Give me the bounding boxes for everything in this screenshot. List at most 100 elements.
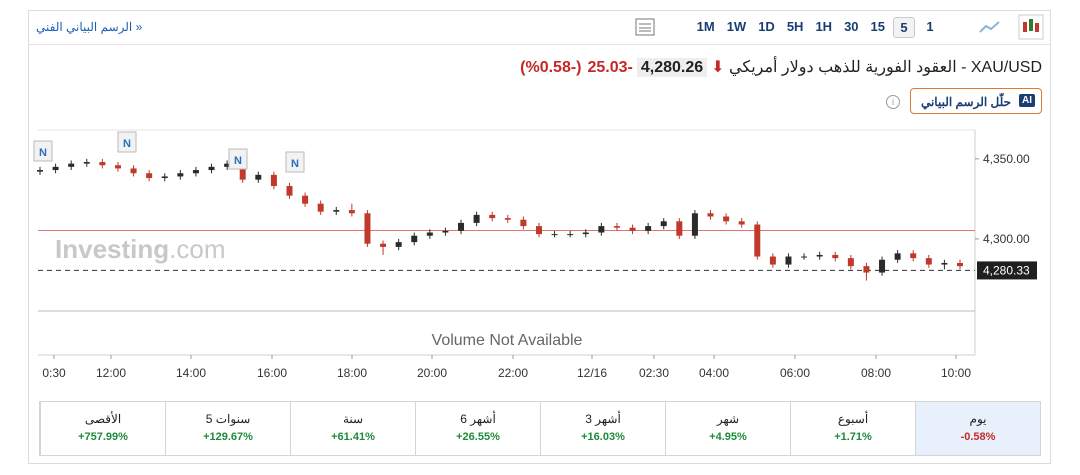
instrument-name: XAU/USD - العقود الفورية للذهب دولار أمر… [729,59,1042,76]
candle-body [68,163,75,167]
period-change: +757.99% [78,431,128,443]
watermark-suffix: .com [169,234,225,264]
candle-body [208,166,215,171]
period: يوم [969,412,987,426]
period: 6 أشهر [460,412,496,426]
candle-body [473,214,480,223]
performance-cell[interactable]: 3 أشهر +16.03% [540,402,665,455]
chart: Investing.com Volume Not Available 4,350.0… [33,129,1037,380]
technical-link[interactable]: الرسم البياني الفني » [36,20,143,34]
news-marker[interactable] [285,151,305,173]
ai-button[interactable]: AI حلّل الرسم البياني [910,88,1042,114]
timeframe-button[interactable]: 5H [786,19,804,34]
candle-icon[interactable] [1018,14,1044,40]
candle-body [879,259,886,273]
x-tick-label: 18:00 [337,366,367,380]
period-change: +61.41% [331,431,375,443]
news-marker[interactable] [117,131,137,153]
timeframe-button[interactable]: 1D [758,19,775,34]
candle-body [613,226,620,228]
timeframe-button[interactable]: 1H [815,19,833,34]
candle-body [426,232,433,236]
candle-body [847,258,854,267]
last-price-box [977,261,1037,280]
timeframe-button[interactable]: 1M [696,19,715,34]
ai-badge: AI [1019,94,1035,107]
period: أسبوع [837,412,869,426]
timeframe-button[interactable]: 1W [726,19,747,34]
performance-cell[interactable]: شهر +4.95% [665,402,790,455]
x-tick-label: 0:30 [42,366,66,380]
candle-body [83,162,90,164]
x-tick-label: 06:00 [780,366,810,380]
candle-body [177,173,184,177]
candle-body [114,165,121,169]
timeframe-button[interactable]: 5 [893,17,915,38]
candle-body [37,170,43,172]
candle-body [224,163,231,167]
watermark-brand: Investing [55,234,169,264]
performance-cell[interactable]: أسبوع +1.71% [790,402,915,455]
x-tick-label: 02:30 [639,366,669,380]
x-tick-label: 20:00 [417,366,447,380]
period-change: +4.95% [709,431,747,443]
period: 3 أشهر [585,412,621,426]
candle-body [785,256,792,265]
candle-body [925,258,932,265]
candle-body [957,262,963,267]
last-price-label: 4,280.33 [983,263,1030,277]
performance-cell[interactable]: الأقصى +757.99% [40,402,165,455]
candle-body [754,224,761,257]
news-marker[interactable] [33,140,53,162]
candle-body [645,226,652,231]
candle-body [551,234,558,236]
line-chart-icon[interactable] [978,16,1002,38]
x-tick-label: 14:00 [176,366,206,380]
timeframe-button[interactable]: 1 [926,19,934,34]
down-arrow: ⬇ [711,59,725,76]
candle-body [816,254,823,257]
period-change: +16.03% [581,431,625,443]
change: -25.03 [587,59,633,76]
candle-body [582,232,589,235]
candle-body [395,242,402,247]
x-tick-label: 12:00 [96,366,126,380]
candle-body [489,214,496,219]
period-change: -0.58% [960,431,996,443]
news-marker-label: N [39,147,47,159]
candle-body [255,174,262,180]
candle-body [192,170,199,174]
candle-body [286,186,293,196]
candle-body [629,227,636,231]
candle-body [801,256,808,258]
news-marker-label: N [123,138,131,150]
performance-cell[interactable]: 6 أشهر +26.55% [415,402,540,455]
candle-body [598,226,605,233]
performance-cell[interactable]: يوم -0.58% [915,402,1040,455]
candle-body [239,163,246,180]
candle-body [161,176,168,179]
x-tick-label: 12/16 [577,366,607,380]
candle-body [146,173,153,179]
change-pct: (-0.58%) [520,59,582,76]
candle-body [520,219,527,227]
candle-body [723,216,730,222]
candle-body [442,230,449,233]
candle-body [302,195,309,204]
x-tick-label: 22:00 [498,366,528,380]
news-marker[interactable] [228,148,248,170]
table-icon[interactable] [634,16,656,38]
quote-line: XAU/USD - العقود الفورية للذهب دولار أمر… [514,57,1042,77]
performance-cell[interactable]: 5 سنوات +129.67% [165,402,290,455]
candle-body [348,210,355,214]
timeframe-button[interactable]: 30 [844,19,859,34]
ai-label: حلّل الرسم البياني [920,95,1011,109]
candle-body [535,226,542,235]
performance-cell[interactable]: سنة +61.41% [290,402,415,455]
candle-body [660,221,667,227]
timeframe-button[interactable]: 15 [870,19,885,34]
candle-body [769,256,776,265]
info-icon[interactable]: i [886,95,900,109]
price: 4,280.26 [636,58,708,77]
